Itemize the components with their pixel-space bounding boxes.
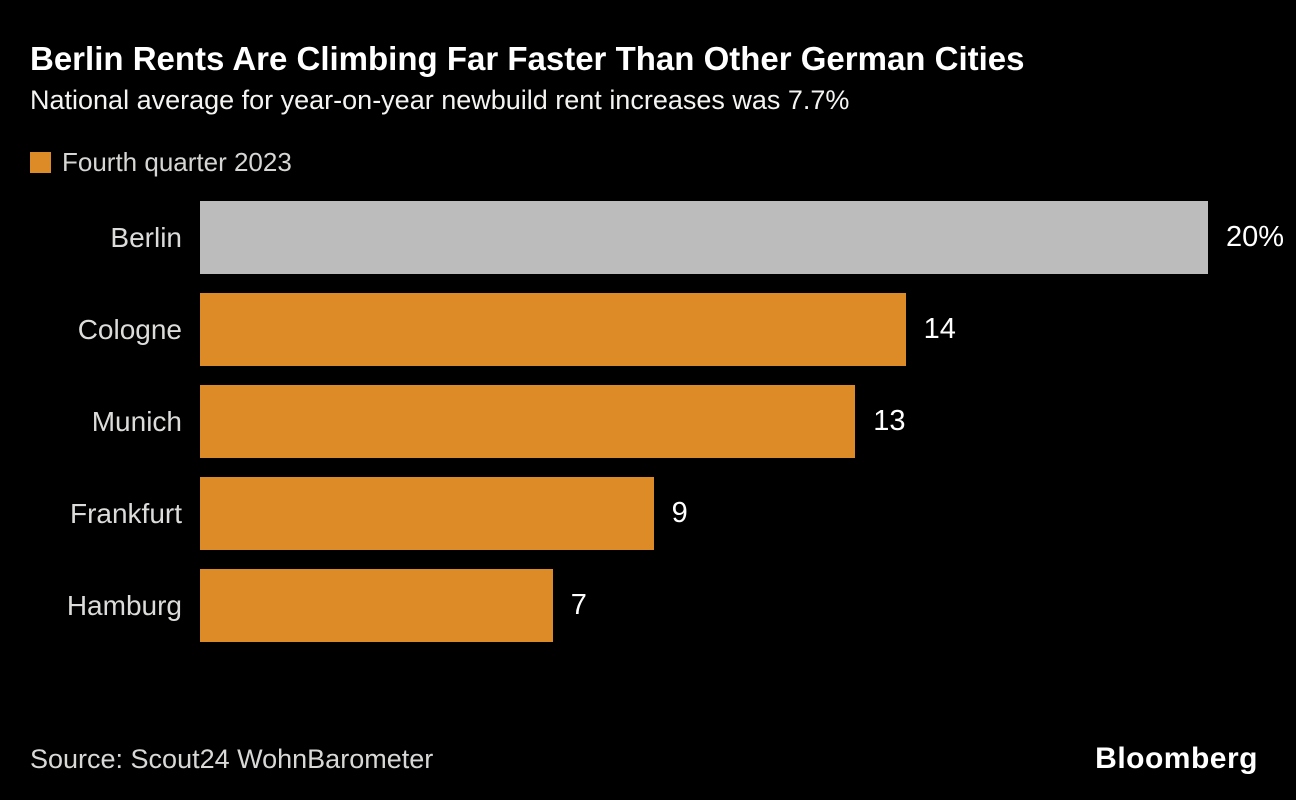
chart-subtitle: National average for year-on-year newbui… bbox=[30, 85, 850, 115]
category-label: Frankfurt bbox=[69, 497, 182, 529]
bar-track: 20% bbox=[200, 201, 1284, 274]
bar bbox=[200, 201, 1208, 274]
category-label: Hamburg bbox=[66, 589, 182, 621]
bar bbox=[200, 477, 654, 550]
category-label: Berlin bbox=[110, 221, 182, 253]
bar-track: 14 bbox=[200, 293, 1208, 366]
legend: Fourth quarter 2023 bbox=[30, 146, 1258, 177]
category-label: Munich bbox=[91, 405, 182, 437]
value-label: 13 bbox=[873, 405, 906, 437]
bar-row: Cologne 14 bbox=[30, 293, 1258, 366]
legend-swatch-icon bbox=[30, 151, 51, 173]
bar-row: Hamburg 7 bbox=[30, 569, 1258, 642]
source-note: Source: Scout24 WohnBarometer bbox=[30, 744, 434, 774]
bar-track: 7 bbox=[200, 569, 1208, 642]
bar-row: Berlin 20% bbox=[30, 201, 1284, 274]
bar-plot: Berlin 20% Cologne 14 Munich 13 Frankfurt 9 Hamb… bbox=[30, 201, 1284, 642]
category-label: Cologne bbox=[77, 313, 182, 345]
footer: Source: Scout24 WohnBarometer Bloomberg bbox=[30, 742, 1258, 776]
value-label: 9 bbox=[671, 497, 688, 529]
bar-row: Frankfurt 9 bbox=[30, 477, 1258, 550]
bloomberg-logo: Bloomberg bbox=[1095, 742, 1258, 775]
value-label: 14 bbox=[923, 313, 956, 345]
bar-track: 9 bbox=[200, 477, 1208, 550]
value-label: 20% bbox=[1226, 221, 1285, 253]
bar-row: Munich 13 bbox=[30, 385, 1258, 458]
bar bbox=[200, 293, 906, 366]
legend-label: Fourth quarter 2023 bbox=[62, 146, 292, 177]
value-label: 7 bbox=[570, 589, 587, 621]
bar-track: 13 bbox=[200, 385, 1208, 458]
chart-title: Berlin Rents Are Climbing Far Faster Tha… bbox=[30, 40, 1025, 77]
bar bbox=[200, 385, 856, 458]
bar bbox=[200, 569, 553, 642]
